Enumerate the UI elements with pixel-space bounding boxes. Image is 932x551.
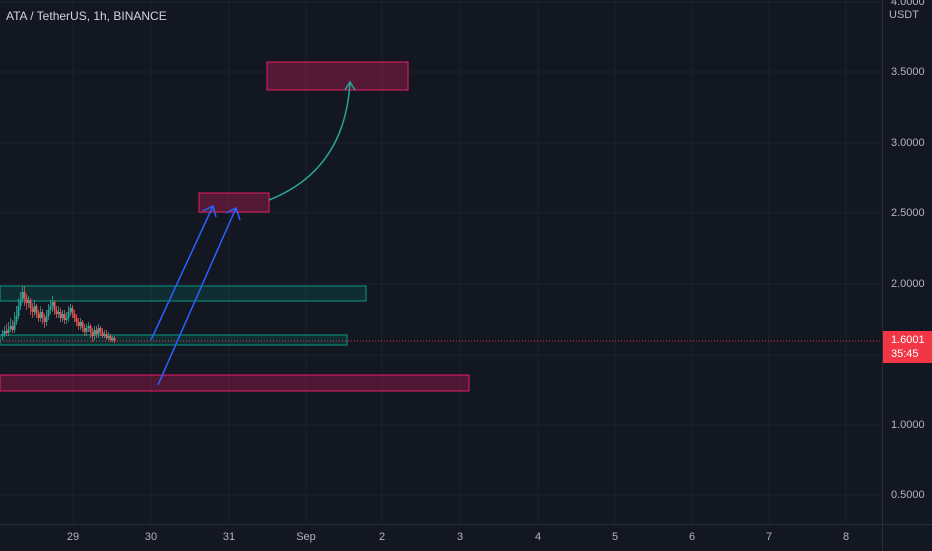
current-price-label: 1.6001 (891, 334, 925, 346)
candle-body (95, 330, 98, 334)
candle-body (51, 302, 54, 306)
candle-body (39, 312, 42, 318)
candle-body (63, 314, 66, 320)
time-tick: 8 (842, 531, 850, 543)
candle-body (9, 326, 12, 329)
candle-body (109, 336, 112, 340)
candle-body (107, 336, 110, 338)
candle-body (103, 334, 106, 336)
candle-body (17, 306, 20, 316)
bar-countdown: 35:45 (891, 348, 919, 360)
candle-body (91, 332, 94, 336)
candlesticks (1, 286, 116, 343)
symbol-legend[interactable]: ATA / TetherUS, 1h, BINANCE (6, 9, 167, 23)
time-tick: 6 (688, 531, 696, 543)
candle-body (71, 308, 74, 314)
candle-body (13, 322, 16, 330)
candle-body (61, 314, 64, 318)
time-tick: 31 (222, 531, 236, 543)
candle-body (21, 292, 24, 300)
candle-body (55, 310, 58, 314)
candle-body (105, 334, 108, 338)
candle-body (1, 334, 4, 336)
candle-body (53, 302, 56, 310)
arrow-drawings[interactable] (150, 80, 356, 386)
axis-corner (882, 524, 932, 551)
time-tick: Sep (296, 531, 316, 543)
time-axis[interactable]: 29 30 31 Sep 2 3 4 5 6 7 8 (0, 524, 882, 551)
candle-body (7, 329, 10, 333)
candle-body (93, 330, 96, 336)
candle-body (47, 310, 50, 316)
candle-body (81, 322, 84, 328)
current-price-badge: 1.6001 35:45 (883, 331, 932, 363)
candle-body (75, 318, 78, 322)
candle-body (33, 306, 36, 312)
price-tick: 2.5000 (891, 207, 925, 219)
candle-body (77, 322, 80, 326)
candle-body (67, 312, 70, 318)
candle-body (101, 332, 104, 336)
candle-body (23, 292, 26, 298)
candle-body (43, 318, 46, 322)
price-tick: 3.5000 (891, 66, 925, 78)
candle-body (97, 328, 100, 334)
support-zone-lower[interactable] (0, 374, 470, 392)
candle-body (83, 328, 86, 332)
candle-body (27, 300, 30, 303)
trend-arrow-2-head (225, 206, 241, 221)
trend-arrow-1-head (202, 204, 217, 218)
price-tick: 4.0000 (891, 0, 925, 8)
candle-body (111, 338, 114, 340)
candle-body (65, 318, 68, 320)
chart-canvas[interactable] (0, 0, 882, 524)
price-tick: 2.0000 (891, 278, 925, 290)
time-tick: 7 (765, 531, 773, 543)
candle-body (31, 308, 34, 312)
price-tick: 1.0000 (891, 419, 925, 431)
time-tick: 3 (456, 531, 464, 543)
candle-body (5, 331, 8, 333)
candle-body (79, 322, 82, 326)
candle-body (113, 338, 116, 341)
candle-body (85, 328, 88, 332)
price-tick: 3.0000 (891, 137, 925, 149)
grid (0, 0, 882, 524)
candle-body (11, 326, 14, 330)
trend-arrow-2 (157, 207, 237, 386)
time-tick: 4 (534, 531, 542, 543)
price-tick: 0.5000 (891, 489, 925, 501)
price-axis[interactable]: USDT 4.0000 3.5000 3.0000 2.5000 2.0000 … (882, 0, 932, 524)
candle-body (25, 298, 28, 303)
curved-target-arrow (268, 81, 351, 201)
candle-body (19, 300, 22, 306)
candle-body (57, 312, 60, 314)
candle-body (59, 312, 62, 318)
candle-body (29, 300, 32, 308)
candle-body (89, 326, 92, 332)
resistance-zone-upper[interactable] (0, 285, 367, 302)
candle-body (3, 331, 6, 334)
support-zone-current[interactable] (0, 334, 348, 346)
candle-body (99, 328, 102, 332)
candle-body (35, 306, 38, 314)
trend-arrow-1 (150, 205, 214, 341)
curved-target-arrow-head (344, 80, 356, 91)
currency-label: USDT (889, 9, 919, 21)
candle-body (41, 312, 44, 318)
candle-body (73, 314, 76, 318)
time-tick: 2 (378, 531, 386, 543)
candle-body (49, 306, 52, 310)
candle-body (15, 316, 18, 322)
time-tick: 30 (144, 531, 158, 543)
candle-body (87, 326, 90, 328)
candle-body (37, 314, 40, 318)
candle-body (69, 308, 72, 312)
time-tick: 29 (66, 531, 80, 543)
time-tick: 5 (611, 531, 619, 543)
target-zone-2[interactable] (266, 61, 409, 91)
candle-body (45, 316, 48, 322)
